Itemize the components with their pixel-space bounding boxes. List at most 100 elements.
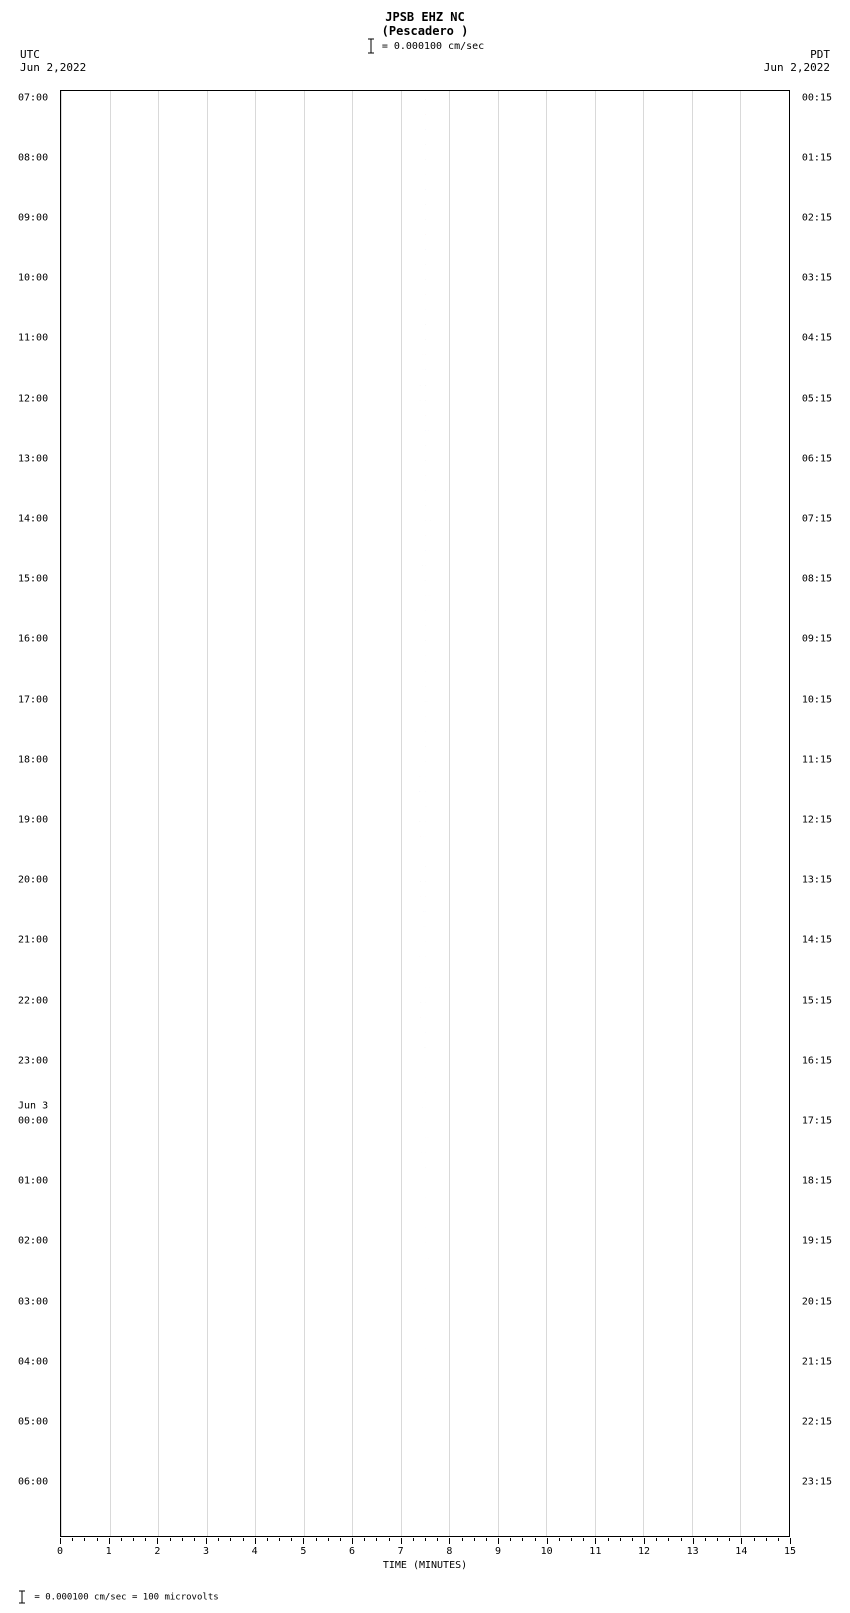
seismic-trace: [61, 159, 789, 160]
seismic-trace: [61, 1393, 789, 1394]
x-tick-label: 2: [154, 1546, 160, 1557]
day-label: Jun 3: [18, 1101, 48, 1112]
x-tick-label: 6: [349, 1546, 355, 1557]
pdt-time-label: 20:15: [802, 1296, 832, 1307]
seismic-trace: [61, 1077, 789, 1078]
utc-time-label: 18:00: [18, 754, 48, 765]
seismic-trace: [61, 1137, 789, 1138]
pdt-time-label: 23:15: [802, 1477, 832, 1488]
seismic-trace: [61, 926, 789, 927]
seismic-trace: [61, 204, 789, 205]
x-tick-label: 11: [589, 1546, 601, 1557]
seismic-trace: [61, 1122, 789, 1123]
seismic-trace: [61, 1017, 789, 1018]
seismic-trace: [61, 1468, 789, 1469]
pdt-time-label: 21:15: [802, 1356, 832, 1367]
utc-time-label: 10:00: [18, 273, 48, 284]
tz-right-date: Jun 2,2022: [764, 61, 830, 74]
seismic-trace: [61, 686, 789, 687]
scale-text: = 0.000100 cm/sec: [382, 41, 484, 52]
seismic-trace: [61, 279, 789, 280]
utc-time-label: 03:00: [18, 1296, 48, 1307]
seismic-trace: [61, 369, 789, 370]
x-tick-label: 9: [495, 1546, 501, 1557]
pdt-time-label: 02:15: [802, 212, 832, 223]
station-code: JPSB EHZ NC: [10, 10, 840, 24]
pdt-time-label: 22:15: [802, 1417, 832, 1428]
utc-time-label: 04:00: [18, 1356, 48, 1367]
seismic-trace: [61, 1333, 789, 1334]
seismogram-container: JPSB EHZ NC (Pescadero ) = 0.000100 cm/s…: [10, 10, 840, 1603]
utc-time-label: 22:00: [18, 995, 48, 1006]
seismic-trace: [61, 1002, 789, 1003]
seismic-trace: [61, 294, 789, 295]
seismic-trace: [61, 1167, 789, 1168]
seismic-trace: [61, 1182, 789, 1183]
seismic-trace: [61, 1212, 789, 1213]
seismic-trace: [61, 189, 789, 190]
utc-time-label: 07:00: [18, 92, 48, 103]
pdt-time-label: 03:15: [802, 273, 832, 284]
seismic-trace: [61, 610, 789, 611]
utc-time-label: 21:00: [18, 935, 48, 946]
seismic-trace: [61, 1107, 789, 1108]
utc-time-label: 05:00: [18, 1417, 48, 1428]
seismic-trace: [61, 490, 789, 491]
seismic-trace: [61, 1032, 789, 1033]
pdt-time-label: 17:15: [802, 1116, 832, 1127]
seismic-trace: [61, 1408, 789, 1409]
seismic-trace: [61, 385, 789, 386]
pdt-time-label: 10:15: [802, 694, 832, 705]
seismic-trace: [61, 144, 789, 145]
seismic-trace: [61, 565, 789, 566]
seismic-trace: [61, 866, 789, 867]
seismic-trace: [61, 1528, 789, 1529]
utc-time-label: 00:00: [18, 1116, 48, 1127]
seismic-trace: [61, 761, 789, 762]
seismic-trace: [61, 99, 789, 100]
utc-time-label: 17:00: [18, 694, 48, 705]
pdt-time-label: 15:15: [802, 995, 832, 1006]
pdt-time-label: 14:15: [802, 935, 832, 946]
seismic-trace: [61, 1152, 789, 1153]
tz-right: PDT Jun 2,2022: [764, 48, 830, 74]
pdt-time-label: 11:15: [802, 754, 832, 765]
footer-text: = 0.000100 cm/sec = 100 microvolts: [34, 1593, 218, 1603]
seismic-trace: [61, 1062, 789, 1063]
utc-time-label: 15:00: [18, 574, 48, 585]
seismic-trace: [61, 354, 789, 355]
seismic-trace: [61, 595, 789, 596]
seismic-trace: [61, 1498, 789, 1499]
utc-time-label: 14:00: [18, 513, 48, 524]
seismic-trace: [61, 1363, 789, 1364]
utc-time-label: 11:00: [18, 333, 48, 344]
seismic-trace: [61, 791, 789, 792]
seismogram-plot: [60, 90, 790, 1537]
pdt-time-label: 07:15: [802, 513, 832, 524]
seismic-trace: [61, 851, 789, 852]
seismic-trace: [61, 1273, 789, 1274]
x-tick-label: 7: [398, 1546, 404, 1557]
utc-time-label: 02:00: [18, 1236, 48, 1247]
x-tick-label: 3: [203, 1546, 209, 1557]
x-tick-label: 0: [57, 1546, 63, 1557]
seismic-trace: [61, 520, 789, 521]
seismic-trace: [61, 430, 789, 431]
seismic-trace: [61, 324, 789, 325]
seismic-trace: [61, 1288, 789, 1289]
utc-time-label: 09:00: [18, 212, 48, 223]
seismic-trace: [61, 987, 789, 988]
footer-scale: = 0.000100 cm/sec = 100 microvolts: [15, 1590, 219, 1604]
x-tick-label: 5: [300, 1546, 306, 1557]
tz-left-date: Jun 2,2022: [20, 61, 86, 74]
seismic-trace: [61, 1378, 789, 1379]
seismic-trace: [61, 114, 789, 115]
utc-time-label: 06:00: [18, 1477, 48, 1488]
seismic-trace: [61, 911, 789, 912]
pdt-time-label: 05:15: [802, 393, 832, 404]
x-tick-label: 1: [106, 1546, 112, 1557]
pdt-time-label: 00:15: [802, 92, 832, 103]
pdt-time-label: 09:15: [802, 634, 832, 645]
pdt-time-label: 18:15: [802, 1176, 832, 1187]
x-axis-title: TIME (MINUTES): [383, 1560, 467, 1571]
